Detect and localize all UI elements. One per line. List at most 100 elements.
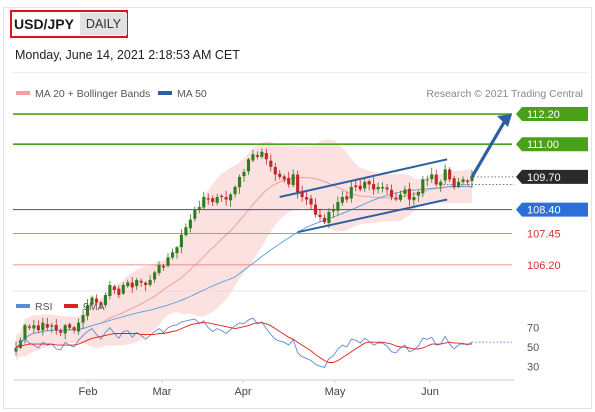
x-axis: Feb Mar Apr May Jun	[14, 379, 514, 398]
candle-body	[27, 326, 31, 328]
channel-lower	[297, 198, 448, 234]
price-tag-107.45: 107.45	[527, 228, 561, 240]
candle-body	[372, 184, 376, 190]
candle-body	[255, 155, 259, 157]
legend-rsi-ma-swatch	[64, 304, 78, 308]
candle-body	[166, 257, 170, 266]
candle-body	[260, 151, 264, 157]
legend-ma50-swatch	[158, 91, 172, 95]
candle-body	[135, 279, 139, 287]
candle-body	[211, 198, 215, 203]
x-tick-Apr: Apr	[234, 386, 251, 398]
candle-body	[202, 197, 206, 208]
legend-rsi-ma: 9MA	[83, 301, 105, 313]
candle-body	[153, 272, 157, 280]
candle-body	[345, 196, 349, 200]
x-tick-May: May	[325, 386, 346, 398]
candle-body	[215, 197, 219, 203]
candle-body	[470, 176, 474, 182]
candle-body	[443, 169, 447, 181]
candle-body	[439, 181, 443, 186]
candle-body	[63, 325, 67, 334]
candle-body	[354, 185, 358, 187]
candle-body	[381, 186, 385, 189]
trend-arrow-shaft	[470, 118, 508, 178]
price-tags: 112.20 111.00 109.70 108.40 107.45 106.20	[516, 107, 588, 272]
price-tag-box-109.70	[516, 169, 588, 184]
candle-body	[99, 302, 103, 306]
price-tag-box-108.40	[516, 202, 588, 217]
price-tag-108.40: 108.40	[527, 205, 561, 217]
candle-body	[224, 197, 228, 200]
candle-body	[448, 169, 452, 180]
candle-body	[229, 194, 233, 201]
candles	[14, 148, 474, 356]
candle-body	[336, 202, 340, 211]
candle-body	[461, 179, 465, 183]
candle-body	[278, 173, 282, 177]
candle-body	[340, 197, 344, 203]
candle-body	[148, 279, 152, 285]
candle-body	[36, 325, 40, 331]
price-tag-box-111.00	[516, 137, 588, 152]
price-tag-box-112.20	[516, 107, 588, 122]
candle-body	[246, 159, 251, 172]
candle-body	[251, 154, 255, 161]
candle-body	[296, 174, 300, 192]
candle-body	[264, 152, 268, 160]
candle-body	[309, 198, 313, 205]
candle-body	[77, 322, 81, 332]
price-levels	[13, 113, 514, 266]
candle-body	[269, 160, 273, 167]
rsi-tick-50: 50	[527, 342, 539, 354]
candle-body	[81, 315, 85, 323]
candle-body	[394, 197, 398, 200]
legend-bollinger-swatch	[16, 91, 30, 95]
rsi-line	[15, 317, 473, 368]
legend-rsi: RSI	[35, 301, 53, 313]
candle-body	[425, 179, 429, 181]
candle-body	[421, 179, 425, 194]
instrument-header: USD/JPY DAILY	[10, 10, 128, 38]
candle-body	[300, 191, 304, 197]
candle-body	[94, 298, 99, 303]
candle-body	[291, 174, 295, 185]
candle-body	[161, 265, 166, 268]
candle-body	[175, 247, 179, 254]
candle-body	[112, 286, 116, 290]
candle-body	[305, 197, 309, 200]
candle-body	[313, 204, 318, 215]
x-tick-Feb: Feb	[79, 386, 98, 398]
legend: MA 20 + Bollinger Bands MA 50 Research ©…	[16, 88, 583, 313]
candle-body	[363, 181, 367, 189]
rsi-panel: 70 50 30	[15, 317, 539, 373]
candle-body	[184, 227, 188, 236]
rsi-tick-30: 30	[527, 361, 539, 373]
candle-body	[412, 197, 416, 201]
copyright: Research © 2021 Trading Central	[426, 88, 583, 100]
rsi-tick-70: 70	[527, 323, 539, 335]
candle-body	[23, 325, 27, 341]
candle-body	[121, 284, 125, 294]
legend-rsi-swatch	[16, 304, 30, 308]
bollinger-bands	[16, 139, 472, 361]
candle-body	[376, 186, 380, 190]
candle-body	[273, 167, 277, 175]
candle-body	[389, 189, 394, 197]
candle-body	[452, 178, 456, 187]
candle-body	[68, 324, 72, 328]
candle-body	[18, 340, 23, 348]
candle-body	[434, 174, 438, 185]
pair-label: USD/JPY	[14, 16, 74, 32]
candle-body	[103, 295, 107, 306]
candle-body	[282, 176, 286, 180]
period-badge[interactable]: DAILY	[79, 13, 128, 35]
candle-body	[50, 325, 54, 327]
rsi-ma-line	[15, 322, 472, 363]
candle-body	[90, 297, 94, 305]
candle-body	[233, 186, 237, 195]
candle-body	[398, 194, 403, 200]
candle-body	[430, 174, 434, 180]
candle-body	[54, 324, 58, 331]
